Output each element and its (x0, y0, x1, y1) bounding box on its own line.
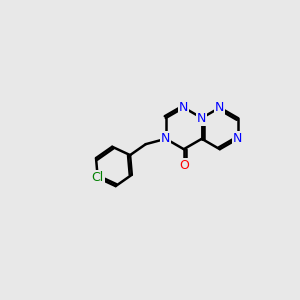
Text: Cl: Cl (92, 171, 104, 184)
Text: N: N (215, 101, 224, 114)
Text: N: N (161, 132, 170, 145)
Text: O: O (179, 159, 189, 172)
Text: N: N (179, 101, 188, 114)
Text: N: N (233, 132, 242, 145)
Text: N: N (197, 112, 206, 124)
